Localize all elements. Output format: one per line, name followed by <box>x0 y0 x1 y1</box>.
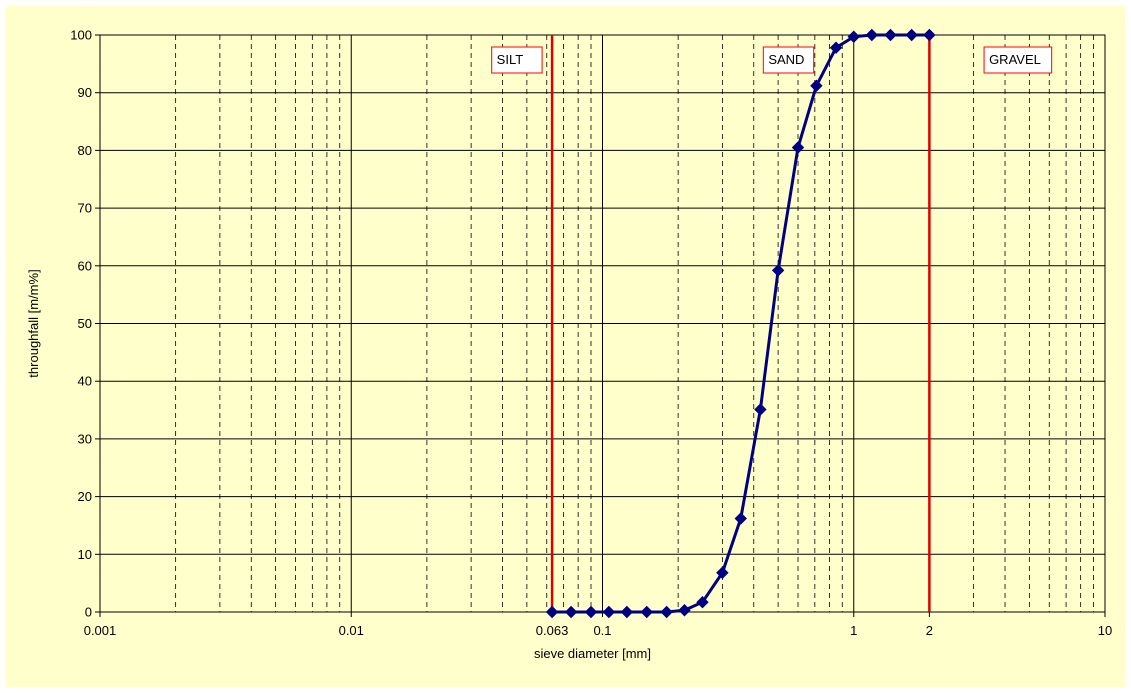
data-point <box>620 605 634 619</box>
x-tick-label: 0.1 <box>593 623 611 638</box>
data-point <box>791 141 805 154</box>
y-tick-label: 50 <box>78 316 92 331</box>
x-tick-label: 0.001 <box>84 623 117 638</box>
y-tick-label: 60 <box>78 258 92 273</box>
data-point <box>678 604 691 617</box>
data-point <box>884 28 897 42</box>
zone-label-box <box>491 46 543 74</box>
data-point <box>754 403 767 416</box>
y-tick-label: 10 <box>78 547 92 562</box>
y-axis-title: throughfall [m/m%] <box>26 269 41 377</box>
x-tick-label: 2 <box>926 623 933 638</box>
y-tick-label: 0 <box>85 605 92 620</box>
y-tick-label: 30 <box>78 431 92 446</box>
data-point <box>640 605 653 619</box>
data-point <box>847 30 860 43</box>
zone-label-box <box>762 46 815 74</box>
zone-label-sand: SAND <box>768 52 804 67</box>
data-point <box>829 41 843 54</box>
data-point <box>584 605 598 619</box>
zone-label-gravel: GRAVEL <box>989 52 1041 67</box>
x-tick-label: 1 <box>850 623 857 638</box>
x-tick-label: 0.01 <box>339 623 364 638</box>
y-tick-label: 40 <box>78 374 92 389</box>
data-point <box>905 28 918 42</box>
data-point <box>716 566 729 579</box>
y-tick-label: 90 <box>78 85 92 100</box>
zone-label-silt: SILT <box>497 52 524 67</box>
data-point <box>545 605 559 619</box>
data-point <box>602 605 616 619</box>
data-point <box>865 28 879 42</box>
data-point <box>734 512 747 525</box>
x-axis-title: sieve diameter [mm] <box>534 646 651 661</box>
data-point <box>660 605 673 619</box>
data-point <box>564 605 578 619</box>
data-point <box>696 595 709 609</box>
y-tick-label: 70 <box>78 201 92 216</box>
data-point <box>923 28 936 42</box>
y-tick-label: 80 <box>78 143 92 158</box>
x-tick-label: 10 <box>1098 623 1112 638</box>
y-tick-label: 100 <box>70 28 92 43</box>
x-tick-label: 0.063 <box>536 623 569 638</box>
data-point <box>771 264 785 277</box>
y-tick-label: 20 <box>78 489 92 504</box>
data-point <box>810 79 823 92</box>
zone-label-box <box>983 46 1053 74</box>
